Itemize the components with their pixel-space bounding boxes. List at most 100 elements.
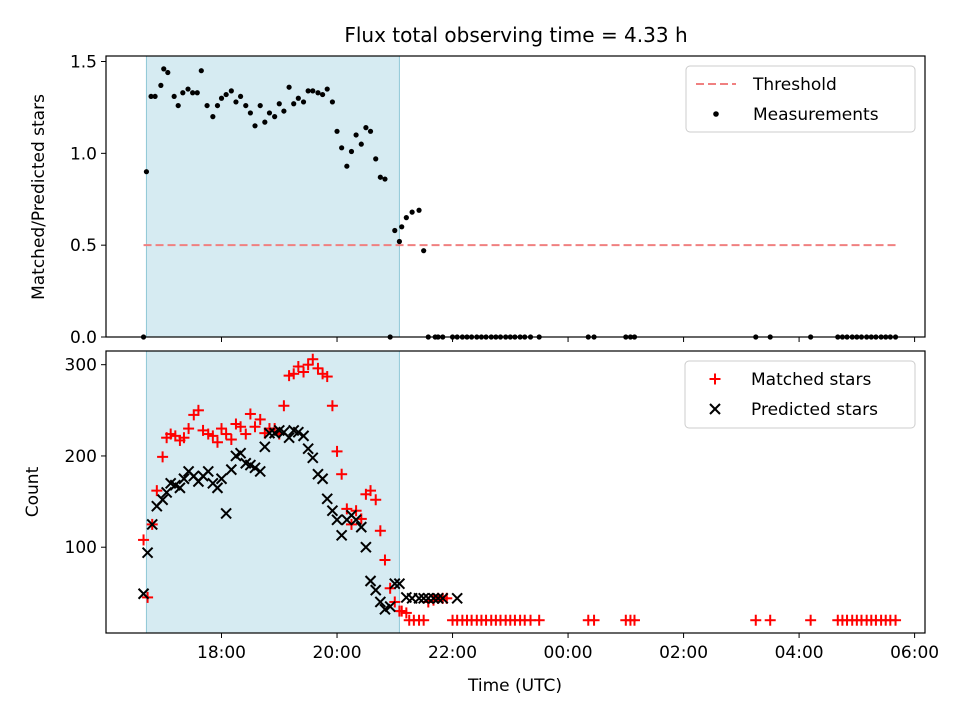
matched-star-point — [254, 413, 266, 425]
measurement-point — [403, 215, 409, 221]
measurement-point — [315, 90, 321, 96]
matched-star-point — [418, 614, 430, 626]
matched-star-point — [805, 614, 817, 626]
matched-star-point — [764, 614, 776, 626]
bottom-panel: 100 200 300 18:00 20:00 22:00 00:00 02:00 04:00… — [23, 350, 939, 696]
predicted-star-point — [215, 473, 228, 485]
matched-star-point — [326, 400, 338, 412]
predicted-star-point — [437, 592, 449, 605]
measurement-point — [247, 110, 253, 116]
matched-star-point — [157, 451, 169, 463]
top-panel: 0.0 0.5 1.0 1.5 Matched/Predicted stars Thr… — [29, 53, 926, 348]
predicted-star-point — [302, 442, 314, 455]
measurement-point — [382, 176, 388, 182]
predicted-star-point — [364, 575, 377, 587]
y-tick-label: 0.5 — [70, 236, 97, 256]
measurement-point — [158, 82, 164, 88]
predicted-star-point — [307, 452, 319, 464]
predicted-star-point — [427, 592, 440, 605]
measurement-point — [218, 95, 225, 101]
measurement-point — [276, 101, 282, 107]
measurement-point — [272, 114, 278, 120]
predicted-star-point — [331, 514, 343, 526]
top-shaded-region — [145, 55, 400, 338]
measurement-point — [373, 156, 379, 162]
measurement-point — [344, 163, 350, 169]
predicted-star-point — [263, 427, 276, 439]
measurement-point — [396, 238, 403, 245]
y-tick-label: 300 — [65, 356, 97, 376]
matched-star-point — [890, 614, 902, 626]
predicted-star-point — [374, 596, 387, 608]
predicted-star-point — [326, 505, 339, 517]
matched-star-point — [331, 445, 343, 457]
measurement-point — [399, 224, 405, 230]
matched-star-point — [307, 353, 319, 365]
legend-predicted-marker — [709, 403, 721, 415]
measurement-point — [300, 99, 307, 105]
predicted-star-point — [350, 514, 362, 526]
matched-star-point — [240, 428, 252, 440]
measurement-point — [214, 102, 221, 109]
measurement-point — [194, 90, 200, 96]
matched-star-point — [321, 371, 333, 383]
measurement-point — [161, 66, 167, 72]
top-legend: Threshold Measurements — [685, 65, 916, 133]
predicted-star-point — [156, 494, 169, 506]
measurement-point — [281, 108, 287, 114]
measurement-point — [171, 93, 177, 100]
predicted-star-point — [393, 578, 406, 590]
measurement-point — [339, 145, 345, 151]
y-tick-label: 0.0 — [70, 328, 97, 348]
predicted-star-point — [297, 430, 310, 442]
measurement-point — [237, 93, 244, 100]
predicted-star-point — [146, 518, 158, 531]
figure-title: Flux total observing time = 4.33 h — [344, 23, 687, 47]
matched-star-point — [225, 434, 237, 446]
top-x-ticks — [221, 337, 916, 342]
bottom-y-axis: 100 200 300 — [65, 356, 106, 558]
matched-star-point — [211, 436, 223, 448]
matched-star-point — [178, 432, 190, 444]
predicted-star-point — [141, 546, 154, 559]
predicted-star-point — [413, 592, 425, 605]
measurement-point — [409, 209, 415, 215]
measurement-point — [165, 69, 171, 76]
measurement-point — [324, 86, 330, 92]
matched-star-points — [138, 353, 902, 626]
measurement-point — [392, 227, 398, 234]
matched-star-point — [183, 423, 195, 435]
x-tick-label: 02:00 — [659, 643, 708, 663]
predicted-star-point — [316, 473, 329, 485]
measurement-point — [252, 123, 258, 129]
measurement-point — [210, 114, 216, 120]
measurement-point — [348, 148, 355, 155]
measurement-point — [198, 68, 204, 74]
predicted-star-point — [422, 592, 434, 605]
x-tick-label: 22:00 — [428, 643, 477, 663]
measurement-point — [152, 93, 158, 100]
x-tick-label: 04:00 — [775, 643, 824, 663]
bottom-x-axis: 18:00 20:00 22:00 00:00 02:00 04:00 06:00 — [197, 633, 939, 663]
measurement-point — [421, 248, 427, 254]
matched-star-point — [365, 485, 377, 497]
measurement-point — [266, 110, 273, 116]
top-legend-box — [685, 65, 916, 133]
measurement-point — [305, 88, 311, 94]
bottom-legend-box — [684, 360, 916, 429]
matched-star-point — [207, 430, 219, 442]
matched-star-point — [235, 421, 247, 433]
predicted-star-point — [370, 584, 382, 596]
measurement-point — [175, 102, 181, 109]
predicted-star-point — [178, 473, 190, 485]
measurement-point — [180, 90, 186, 96]
matched-star-point — [278, 400, 290, 412]
top-y-axis: 0.0 0.5 1.0 1.5 — [70, 53, 106, 348]
measurement-point — [223, 91, 229, 98]
predicted-star-point — [259, 441, 271, 453]
legend-threshold-label: Threshold — [752, 75, 837, 95]
measurement-point — [377, 174, 383, 180]
y-tick-label: 1.5 — [70, 53, 97, 73]
matched-star-point — [244, 408, 256, 420]
